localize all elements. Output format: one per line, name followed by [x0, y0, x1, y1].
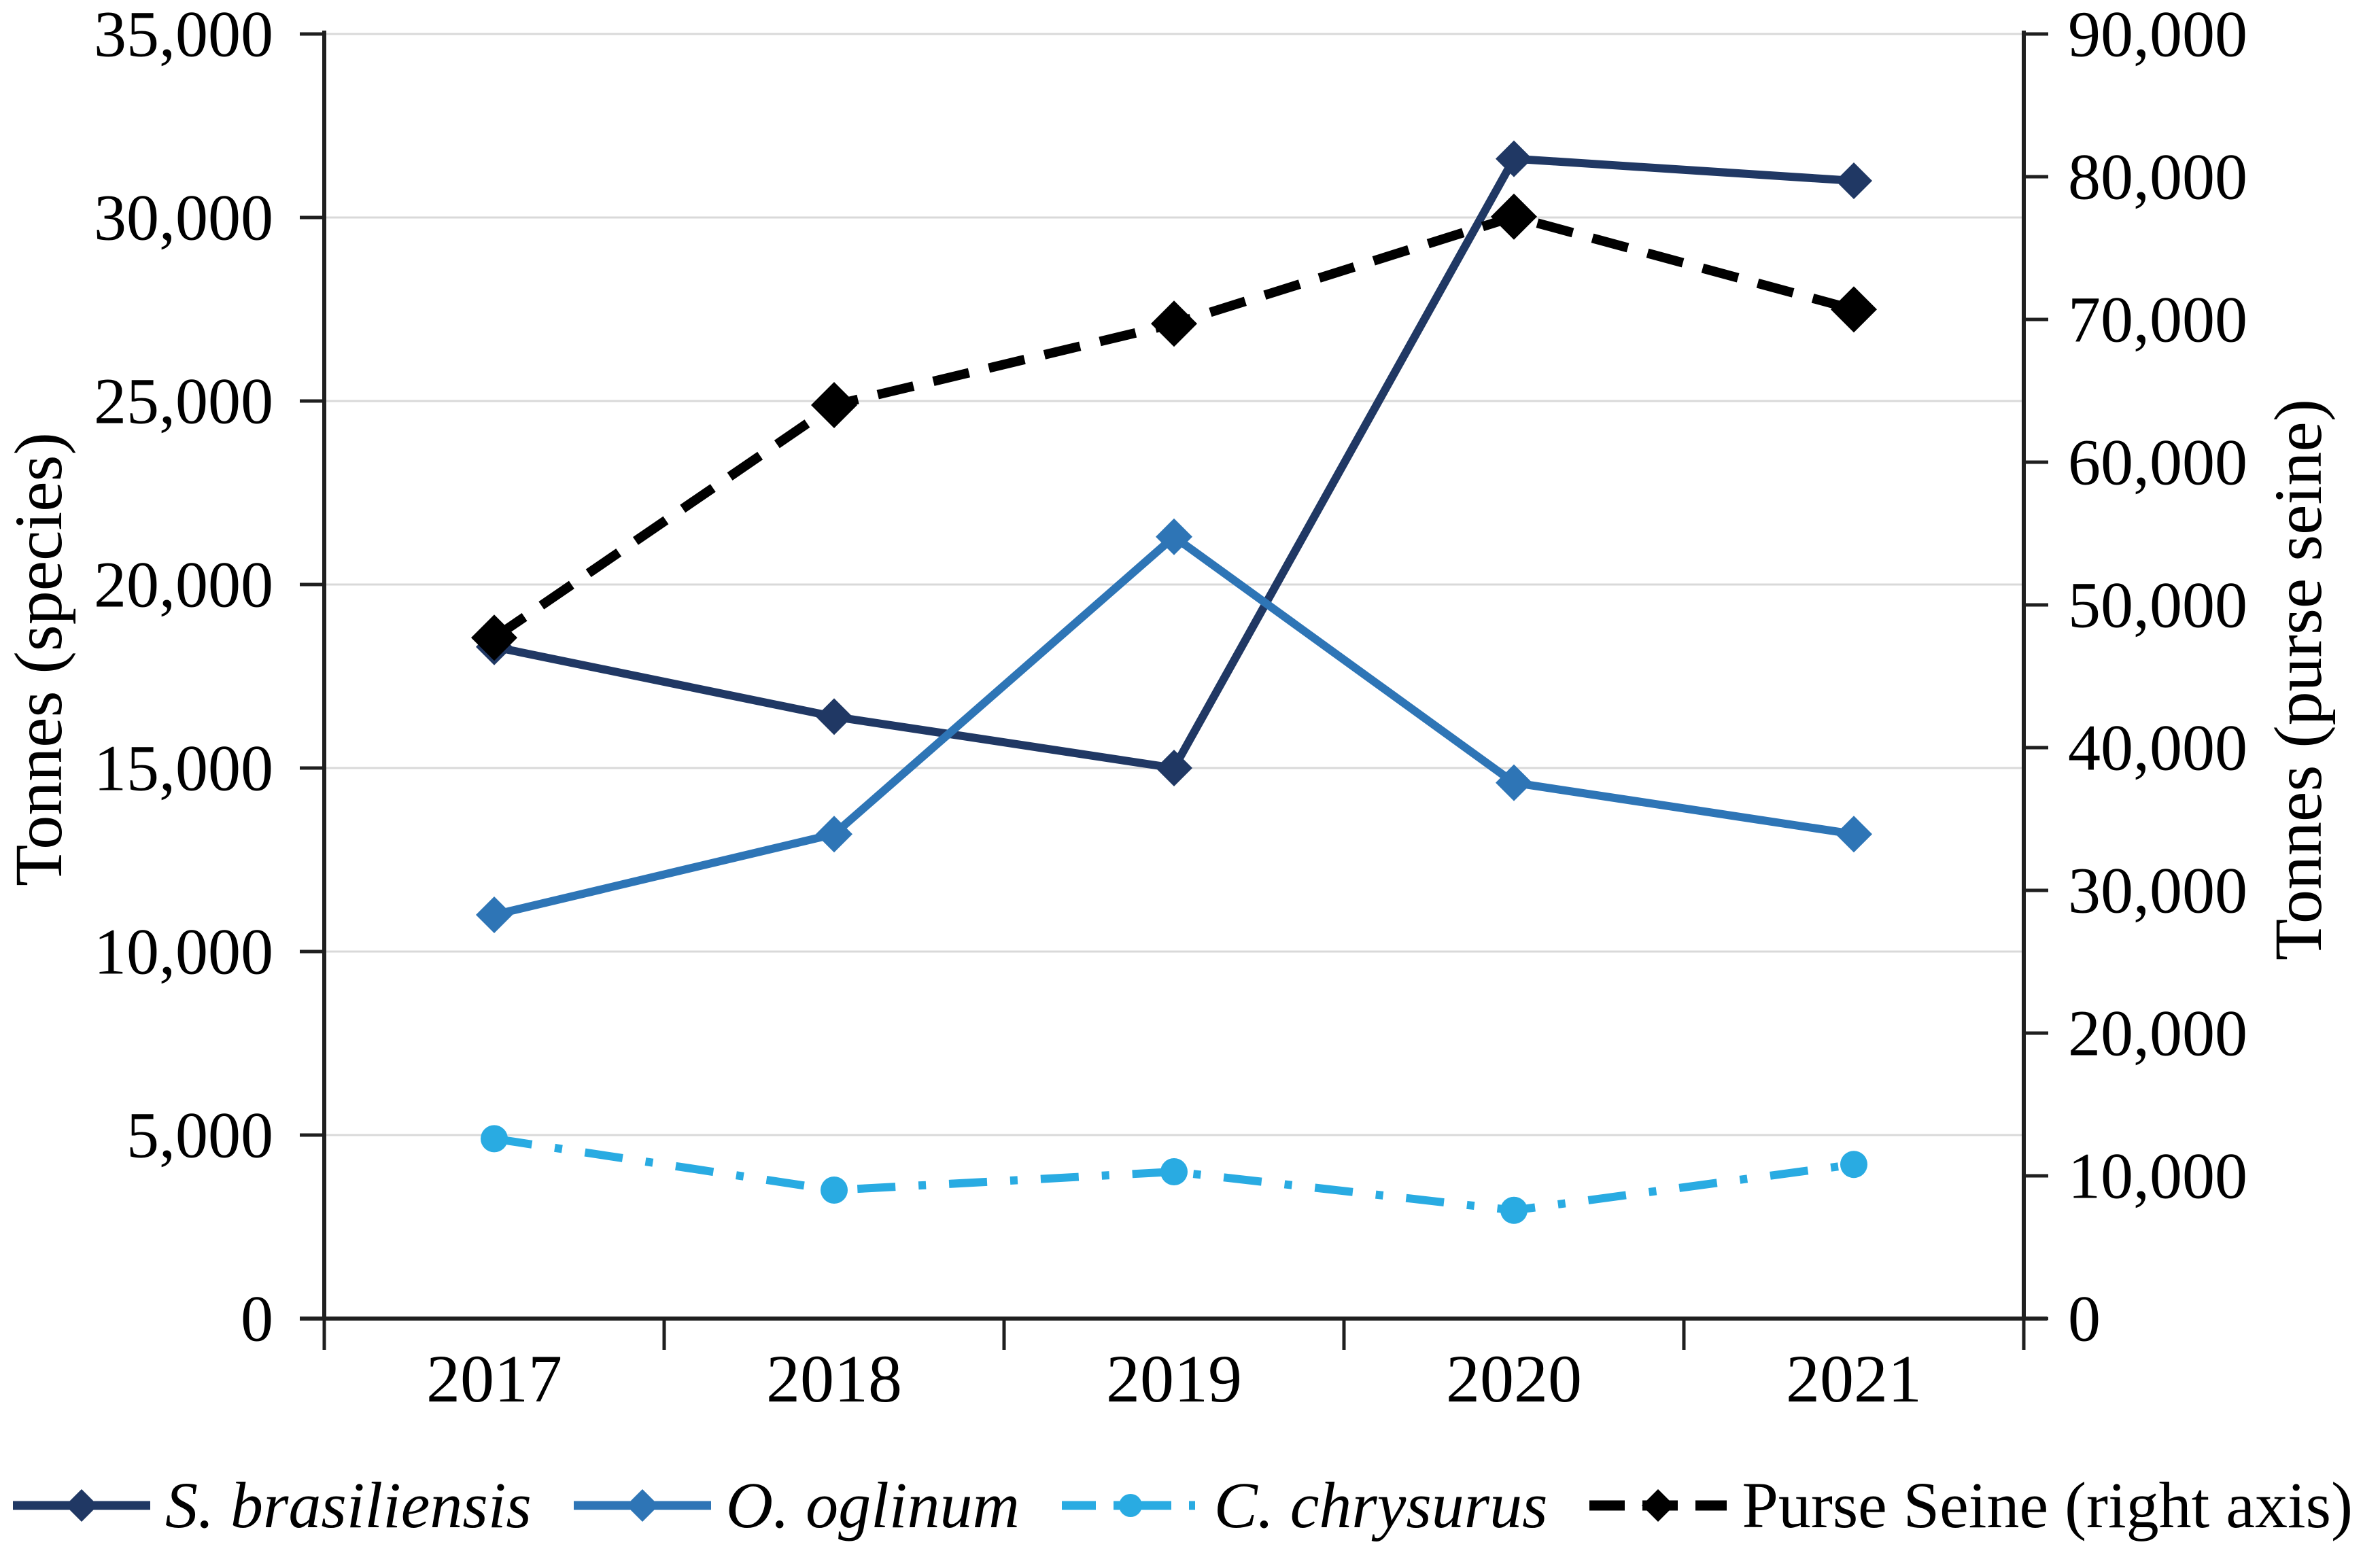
svg-text:80,000: 80,000: [2068, 141, 2247, 213]
right-axis-title: Tonnes (purse seine): [2260, 399, 2336, 960]
svg-text:25,000: 25,000: [94, 365, 273, 438]
left-axis-title: Tonnes (species): [1, 432, 76, 886]
svg-text:2018: 2018: [766, 1341, 902, 1416]
legend-label-purse-seine: Purse Seine (right axis): [1742, 1469, 2353, 1541]
legend: S. brasiliensis O. oglinum C. chrysurus …: [0, 1454, 2363, 1556]
legend-item-c-chrysurus: C. chrysurus: [1059, 1469, 1548, 1541]
legend-item-o-oglinum: O. oglinum: [571, 1473, 1020, 1538]
legend-label-c-chrysurus: C. chrysurus: [1213, 1469, 1548, 1541]
svg-text:2021: 2021: [1786, 1341, 1922, 1416]
legend-label-o-oglinum: O. oglinum: [725, 1469, 1020, 1541]
legend-item-s-brasiliensis: S. brasiliensis: [10, 1473, 532, 1538]
svg-text:2017: 2017: [426, 1341, 562, 1416]
svg-text:15,000: 15,000: [94, 732, 273, 805]
svg-text:20,000: 20,000: [2068, 997, 2247, 1070]
legend-swatch-c-chrysurus: [1061, 1494, 1199, 1517]
svg-text:60,000: 60,000: [2068, 426, 2247, 499]
svg-text:50,000: 50,000: [2068, 569, 2247, 642]
svg-text:35,000: 35,000: [94, 0, 273, 71]
svg-text:90,000: 90,000: [2068, 0, 2247, 71]
svg-text:5,000: 5,000: [126, 1099, 273, 1172]
svg-text:70,000: 70,000: [2068, 283, 2247, 356]
legend-swatch-s-brasiliensis: [13, 1489, 151, 1522]
legend-swatch-purse-seine: [1589, 1489, 1727, 1522]
svg-text:0: 0: [241, 1283, 273, 1355]
svg-text:30,000: 30,000: [94, 181, 273, 254]
axis-tick-labels: 0 5,000 10,000 15,000 20,000 25,000 30,000 35,0…: [94, 0, 2247, 1416]
axis-ticks: [300, 32, 2048, 1350]
svg-text:10,000: 10,000: [94, 916, 273, 988]
svg-text:40,000: 40,000: [2068, 712, 2247, 784]
series-lines: [471, 140, 1877, 1224]
svg-text:2019: 2019: [1106, 1341, 1242, 1416]
svg-text:20,000: 20,000: [94, 548, 273, 621]
svg-text:0: 0: [2068, 1283, 2101, 1355]
gridlines: [324, 33, 2024, 1136]
legend-swatch-o-oglinum: [573, 1489, 711, 1522]
svg-text:2020: 2020: [1446, 1341, 1582, 1416]
svg-text:10,000: 10,000: [2068, 1140, 2247, 1213]
legend-item-purse-seine: Purse Seine (right axis): [1587, 1473, 2353, 1538]
svg-text:30,000: 30,000: [2068, 854, 2247, 927]
legend-label-s-brasiliensis: S. brasiliensis: [165, 1469, 532, 1541]
